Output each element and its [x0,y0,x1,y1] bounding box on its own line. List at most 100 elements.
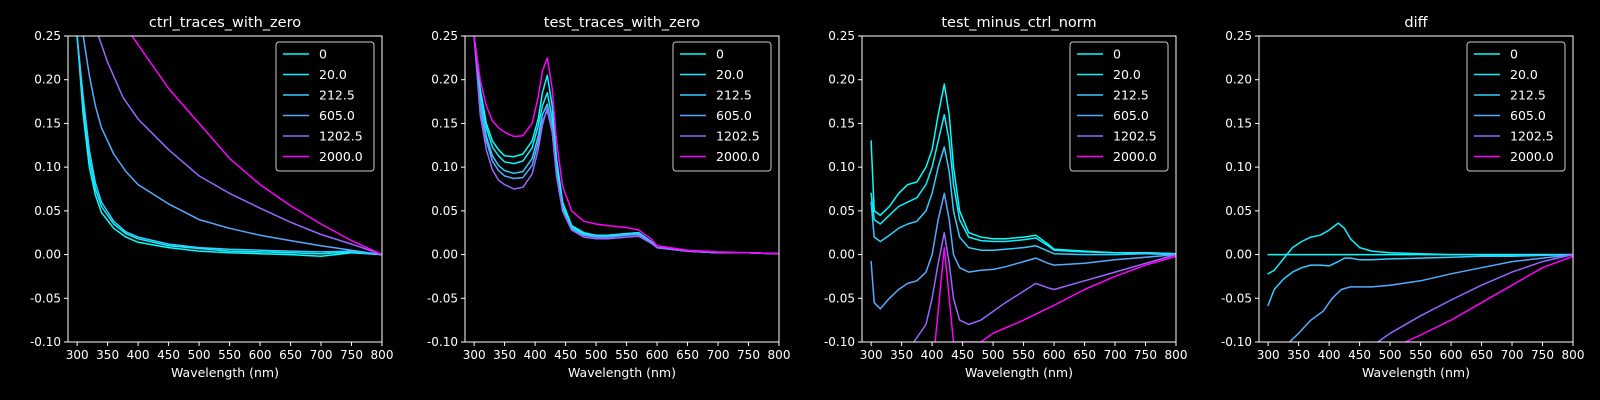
legend: 0 20.0 212.5 605.0 1202.5 2000.0 [275,41,375,172]
y-tick-label: 0.05 [431,204,458,218]
x-tick-label: 700 [707,348,730,362]
legend-label: 212.5 [319,88,355,103]
y-tick-label: 0.10 [828,160,855,174]
y-tick-label: 0.20 [431,73,458,87]
y-tick-label: -0.10 [427,335,458,349]
series-line-20.0 [870,113,1176,255]
axes-frame [1258,35,1574,343]
legend-label: 605.0 [1510,108,1546,123]
legend-label: 605.0 [319,108,355,123]
panel-3: 300 350 400 450 500 550 600 650 700 750 800 -0.10 -0… [824,15,1188,380]
legend: 0 20.0 212.5 605.0 1202.5 2000.0 [672,41,772,172]
x-tick-label: 350 [493,348,516,362]
x-tick-label: 300 [66,348,89,362]
series-line-2000.0 [473,36,779,255]
y-tick-label: 0.10 [431,160,458,174]
series-group [870,83,1176,342]
x-tick-label: 750 [340,348,363,362]
legend-label: 212.5 [1113,88,1149,103]
y-tick-label: 0.00 [1225,248,1252,262]
y-tick-label: 0.25 [34,29,61,43]
y-tick-label: 0.25 [828,29,855,43]
y-tick-label: 0.15 [828,116,855,130]
y-tick-label: 0.00 [431,248,458,262]
x-tick-label: 800 [1562,348,1585,362]
legend-label: 605.0 [1113,108,1149,123]
panel-4: 300 350 400 450 500 550 600 650 700 750 800 -0.10 -0… [1221,15,1585,380]
legend-label: 0 [319,47,327,62]
series-group [76,36,382,258]
series-line-605.0 [82,36,382,256]
legend-label: 0 [1510,47,1518,62]
y-tick-label: -0.05 [427,291,458,305]
x-tick-label: 600 [1043,348,1066,362]
y-tick-label: 0.15 [431,116,458,130]
series-line-0 [76,36,382,258]
series-line-605.0 [870,192,1176,310]
legend-label: 1202.5 [1510,129,1554,144]
x-tick-label: 800 [371,348,394,362]
x-tick-label: 450 [1348,348,1371,362]
y-tick-label: 0.25 [431,29,458,43]
x-tick-label: 600 [1440,348,1463,362]
x-tick-label: 650 [279,348,302,362]
axes-frame [464,35,780,343]
panel-title: test_traces_with_zero [544,15,701,31]
panel-1: 300 350 400 450 500 550 600 650 700 750 800 -0.10 -0… [30,15,394,380]
x-tick-label: 800 [768,348,791,362]
x-tick-label: 400 [921,348,944,362]
legend-label: 212.5 [1510,88,1546,103]
y-tick-label: -0.05 [824,291,855,305]
x-tick-label: 750 [1531,348,1554,362]
x-tick-label: 750 [737,348,760,362]
x-tick-label: 500 [585,348,608,362]
x-tick-label: 700 [310,348,333,362]
x-tick-label: 350 [96,348,119,362]
y-tick-label: 0.15 [34,116,61,130]
y-tick-label: 0.05 [1225,204,1252,218]
x-tick-label: 650 [1470,348,1493,362]
legend-label: 2000.0 [1510,149,1554,164]
x-tick-label: 500 [188,348,211,362]
legend: 0 20.0 212.5 605.0 1202.5 2000.0 [1069,41,1169,172]
series-line-212.5 [76,36,382,256]
series-line-1202.5 [913,231,1176,342]
x-axis-label: Wavelength (nm) [1362,365,1470,380]
series-group [1267,222,1573,342]
legend-label: 1202.5 [716,129,760,144]
y-tick-label: -0.05 [1221,291,1252,305]
legend-label: 0 [1113,47,1121,62]
x-axis-label: Wavelength (nm) [171,365,279,380]
series-line-212.5 [1267,253,1573,307]
series-line-2000.0 [131,36,382,256]
y-tick-label: 0.10 [34,160,61,174]
x-tick-label: 400 [1318,348,1341,362]
panel-title: diff [1404,15,1428,31]
series-line-212.5 [870,146,1176,256]
x-tick-label: 650 [1073,348,1096,362]
y-tick-label: 0.05 [828,204,855,218]
y-tick-label: 0.20 [1225,73,1252,87]
legend-label: 1202.5 [319,129,363,144]
x-tick-label: 450 [554,348,577,362]
series-line-1202.5 [97,36,382,256]
series-line-20.0 [76,36,382,256]
x-tick-label: 500 [1379,348,1402,362]
y-tick-label: 0.25 [1225,29,1252,43]
y-tick-label: 0.15 [1225,116,1252,130]
x-tick-label: 350 [890,348,913,362]
axes-frame [861,35,1177,343]
x-axis-label: Wavelength (nm) [965,365,1073,380]
legend-label: 2000.0 [716,149,760,164]
series-line-1202.5 [1377,253,1573,342]
legend-label: 0 [716,47,724,62]
series-line-605.0 [1288,253,1573,342]
y-tick-label: -0.10 [1221,335,1252,349]
x-tick-label: 400 [524,348,547,362]
x-tick-label: 800 [1165,348,1188,362]
x-tick-label: 650 [676,348,699,362]
legend-label: 212.5 [716,88,752,103]
x-tick-label: 300 [463,348,486,362]
x-tick-label: 700 [1501,348,1524,362]
